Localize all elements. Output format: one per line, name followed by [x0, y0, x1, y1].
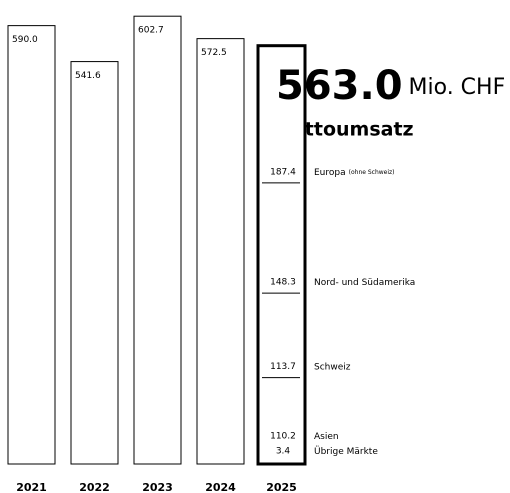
segment-name-text: Übrige Märkte	[314, 446, 378, 457]
segment-note: (ohne Schweiz)	[349, 168, 395, 175]
segment-value: 187.4	[270, 167, 296, 177]
x-tick-label: 2023	[142, 481, 173, 493]
segment-name: Übrige Märkte	[314, 446, 378, 457]
value-label: 590.0	[12, 35, 38, 45]
x-tick-label: 2022	[79, 481, 110, 493]
segment-value: 148.3	[270, 278, 296, 288]
segment-name-text: Nord- und Südamerika	[314, 278, 415, 288]
value-label: 602.7	[138, 26, 164, 36]
total-value: 563.0	[276, 63, 403, 109]
segment-value: 110.2	[270, 432, 296, 442]
segment-name-text: Europa	[314, 167, 346, 177]
value-label: 541.6	[75, 71, 101, 81]
value-label: 572.5	[201, 48, 227, 58]
bar	[196, 38, 245, 465]
total-label: 563.0 Mio. CHF	[276, 63, 505, 109]
segment-name: Schweiz	[314, 362, 351, 372]
x-tick-label: 2025	[266, 481, 297, 493]
segment-name: Europa (ohne Schweiz)	[314, 167, 395, 177]
chart-title: Nettoumsatz	[276, 119, 414, 141]
segment-value: 113.7	[270, 362, 296, 372]
bar	[7, 25, 56, 465]
segment-name: Nord- und Südamerika	[314, 278, 415, 288]
bar	[133, 15, 182, 465]
bar	[256, 44, 307, 466]
segment-value: 3.4	[276, 447, 291, 457]
bar	[70, 61, 119, 465]
x-tick-label: 2021	[16, 481, 47, 493]
segment-name-text: Schweiz	[314, 362, 351, 372]
x-tick-label: 2024	[205, 481, 236, 493]
segment-name: Asien	[314, 432, 339, 442]
unit-label: Mio. CHF	[409, 75, 506, 100]
segment-name-text: Asien	[314, 432, 339, 442]
